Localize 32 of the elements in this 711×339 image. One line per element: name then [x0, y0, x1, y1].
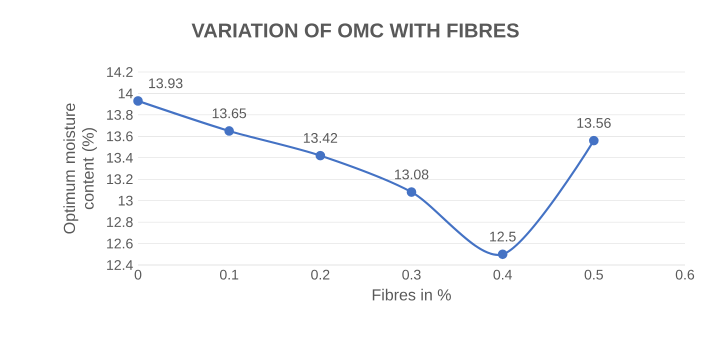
- y-tick-label: 12.6: [107, 238, 133, 249]
- point: [589, 136, 599, 146]
- point: [498, 249, 508, 260]
- x-tick-label: 0.5: [584, 270, 603, 280]
- data-label: 13.93: [149, 78, 182, 88]
- point: [316, 150, 326, 160]
- x-tick-label: 0: [134, 270, 142, 280]
- x-tick-label: 0.6: [676, 270, 694, 280]
- data-label: 13.65: [212, 108, 246, 118]
- x-tick-label: 0.1: [220, 270, 238, 280]
- data-label: 13.56: [577, 118, 611, 128]
- y-tick-label: 14: [118, 88, 133, 98]
- x-tick-label: 0.4: [493, 270, 512, 280]
- point: [224, 126, 234, 136]
- point: [133, 96, 143, 106]
- data-label: 13.08: [395, 169, 428, 180]
- y-tick-label: 13: [118, 196, 133, 206]
- data-label: 13.42: [304, 133, 338, 143]
- y-axis-title: Optimum moisture content (%): [63, 103, 97, 234]
- chart-title: VARIATION OF OMC WITH FIBRES: [192, 23, 519, 38]
- y-tick-label: 14.2: [107, 67, 133, 77]
- y-tick-label: 13.8: [107, 110, 133, 120]
- y-tick-label: 12.8: [107, 217, 133, 228]
- data-label: 12.5: [490, 232, 516, 242]
- x-tick-label: 0.2: [311, 270, 330, 280]
- y-tick-label: 13.2: [107, 174, 133, 184]
- x-axis-title: Fibres in %: [372, 288, 451, 301]
- x-tick-label: 0.3: [402, 270, 421, 280]
- y-tick-label: 13.6: [107, 131, 133, 142]
- y-tick-label: 12.4: [107, 260, 133, 270]
- point: [406, 187, 416, 197]
- y-tick-label: 13.4: [107, 152, 133, 163]
